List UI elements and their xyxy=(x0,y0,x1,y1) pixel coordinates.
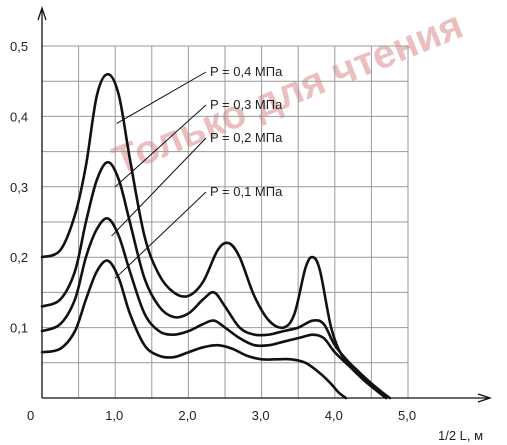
annotation-label: P = 0,1 МПа xyxy=(210,184,283,199)
tick-labels: 0 1,0 2,0 3,0 4,0 5,0 0,1 0,2 0,3 0,4 0,5 xyxy=(10,39,416,423)
annotation-label: P = 0,3 МПа xyxy=(210,97,283,112)
y-tick-label: 0,5 xyxy=(10,39,28,54)
grid xyxy=(42,45,409,398)
y-tick-label: 0,1 xyxy=(10,321,28,336)
annotation-leader xyxy=(114,191,207,279)
annotation-leader xyxy=(116,71,207,124)
annotations: P = 0,4 МПа P = 0,3 МПа P = 0,2 МПа P = 0,1… xyxy=(111,64,283,279)
x-tick-label: 5,0 xyxy=(398,408,416,423)
series xyxy=(40,72,391,400)
x-tick-label: 0 xyxy=(27,408,34,423)
series-line xyxy=(40,72,388,400)
axes xyxy=(37,5,493,403)
y-tick-label: 0,4 xyxy=(10,109,28,124)
x-axis-arrow xyxy=(477,393,493,403)
annotation-leader xyxy=(114,104,207,188)
y-axis-arrow xyxy=(37,5,47,21)
x-tick-label: 3,0 xyxy=(252,408,270,423)
x-axis-label: 1/2 L, м xyxy=(438,428,483,443)
watermark: Только для чтения xyxy=(107,3,469,183)
series-line xyxy=(40,160,391,400)
x-tick-label: 2,0 xyxy=(178,408,196,423)
x-tick-label: 1,0 xyxy=(105,408,123,423)
y-tick-label: 0,3 xyxy=(10,180,28,195)
annotation-label: P = 0,2 МПа xyxy=(210,130,283,145)
series-line xyxy=(40,217,388,400)
series-line xyxy=(40,259,348,400)
x-tick-label: 4,0 xyxy=(325,408,343,423)
annotation-label: P = 0,4 МПа xyxy=(210,64,283,79)
y-tick-label: 0,2 xyxy=(10,250,28,265)
annotation-leader xyxy=(111,137,207,237)
